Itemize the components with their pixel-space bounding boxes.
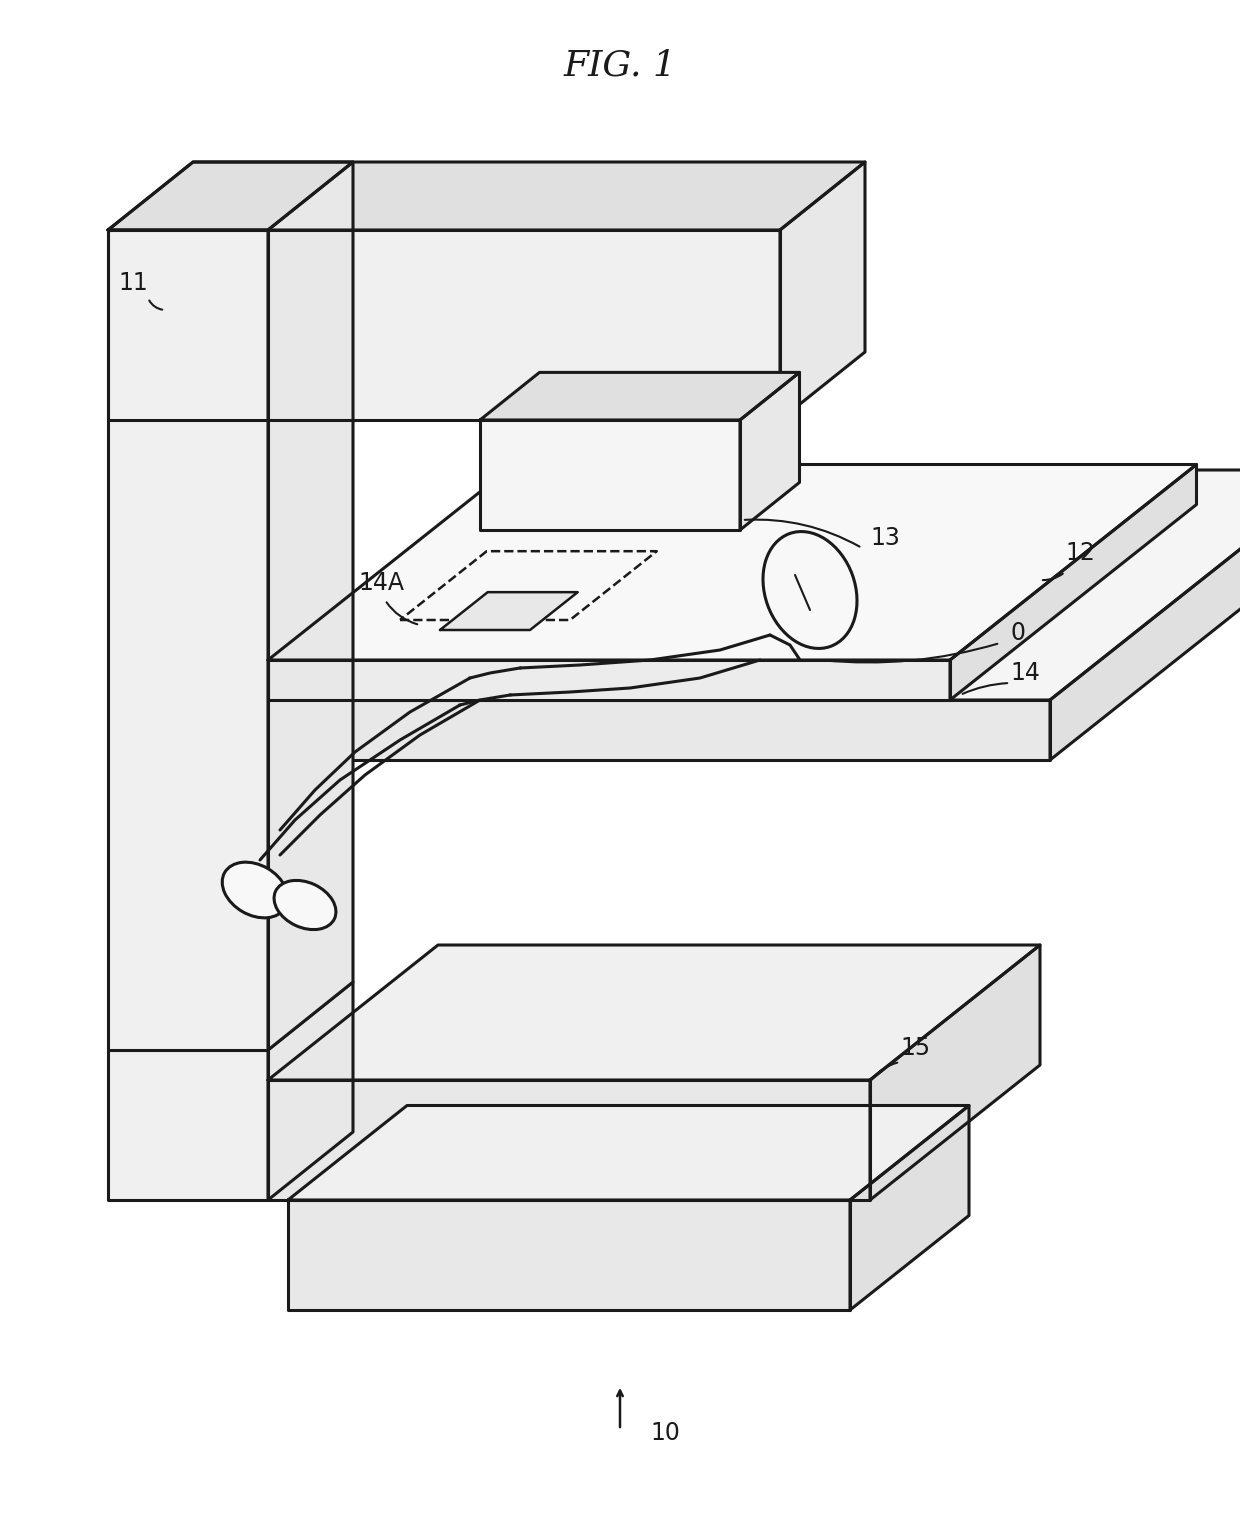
Polygon shape: [1050, 469, 1240, 760]
Polygon shape: [268, 469, 1240, 700]
Polygon shape: [108, 229, 268, 1050]
Text: 11: 11: [118, 271, 148, 295]
Polygon shape: [268, 1079, 870, 1200]
Polygon shape: [849, 1105, 968, 1310]
Polygon shape: [268, 945, 1040, 1079]
Polygon shape: [401, 550, 657, 619]
Polygon shape: [950, 465, 1197, 700]
Polygon shape: [268, 700, 1050, 760]
Polygon shape: [288, 1200, 849, 1310]
Polygon shape: [480, 373, 800, 420]
Ellipse shape: [274, 881, 336, 930]
Polygon shape: [480, 420, 740, 531]
Polygon shape: [288, 1105, 968, 1200]
Polygon shape: [268, 162, 353, 1050]
Polygon shape: [268, 661, 950, 700]
Polygon shape: [268, 465, 1197, 661]
Polygon shape: [870, 945, 1040, 1200]
Text: 14A: 14A: [358, 570, 404, 595]
Polygon shape: [108, 1050, 268, 1200]
Ellipse shape: [763, 532, 857, 648]
Text: 12: 12: [1065, 541, 1095, 566]
Text: 0: 0: [1011, 621, 1025, 645]
Polygon shape: [740, 373, 800, 531]
Polygon shape: [108, 162, 353, 229]
Polygon shape: [108, 229, 780, 420]
Ellipse shape: [222, 862, 288, 917]
Text: 13: 13: [870, 526, 900, 550]
Text: 14: 14: [1011, 661, 1040, 685]
Polygon shape: [780, 162, 866, 420]
Polygon shape: [268, 982, 353, 1200]
Polygon shape: [108, 162, 866, 229]
Polygon shape: [440, 592, 578, 630]
Text: FIG. 1: FIG. 1: [563, 47, 677, 83]
Text: 10: 10: [650, 1420, 680, 1445]
Text: 15: 15: [900, 1037, 930, 1060]
